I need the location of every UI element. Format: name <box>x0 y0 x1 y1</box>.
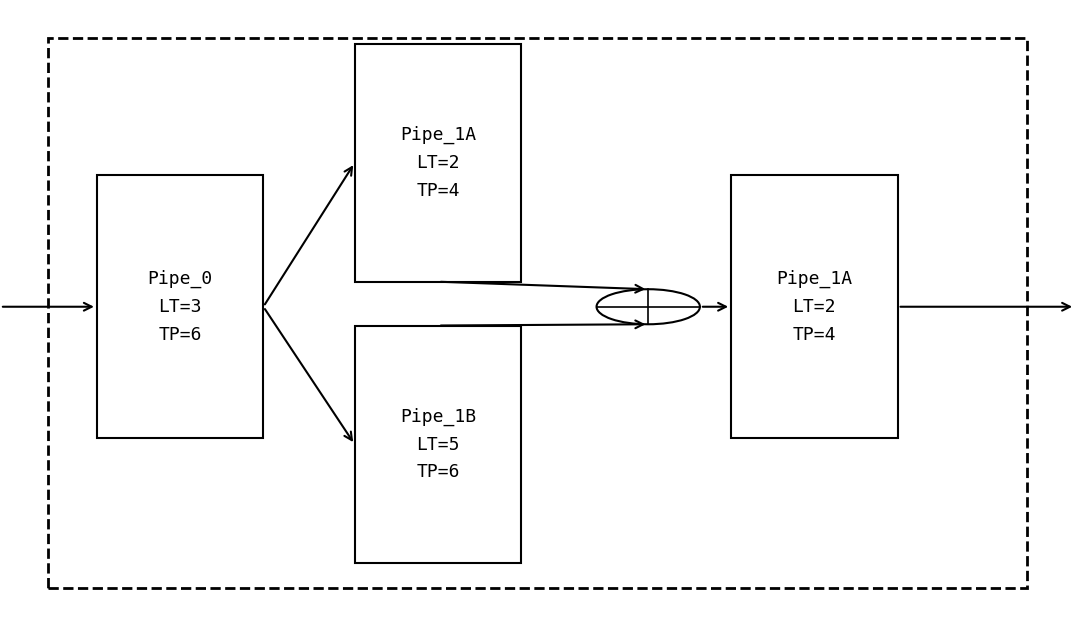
Ellipse shape <box>597 289 700 324</box>
Bar <box>48 38 1027 588</box>
Bar <box>97 175 263 438</box>
Bar <box>731 175 898 438</box>
Text: Pipe_0
LT=3
TP=6: Pipe_0 LT=3 TP=6 <box>147 270 213 344</box>
Bar <box>355 44 521 282</box>
Text: Pipe_1A
LT=2
TP=4: Pipe_1A LT=2 TP=4 <box>776 270 852 344</box>
Bar <box>355 326 521 563</box>
Text: Pipe_1A
LT=2
TP=4: Pipe_1A LT=2 TP=4 <box>400 126 476 200</box>
Text: Pipe_1B
LT=5
TP=6: Pipe_1B LT=5 TP=6 <box>400 408 476 481</box>
